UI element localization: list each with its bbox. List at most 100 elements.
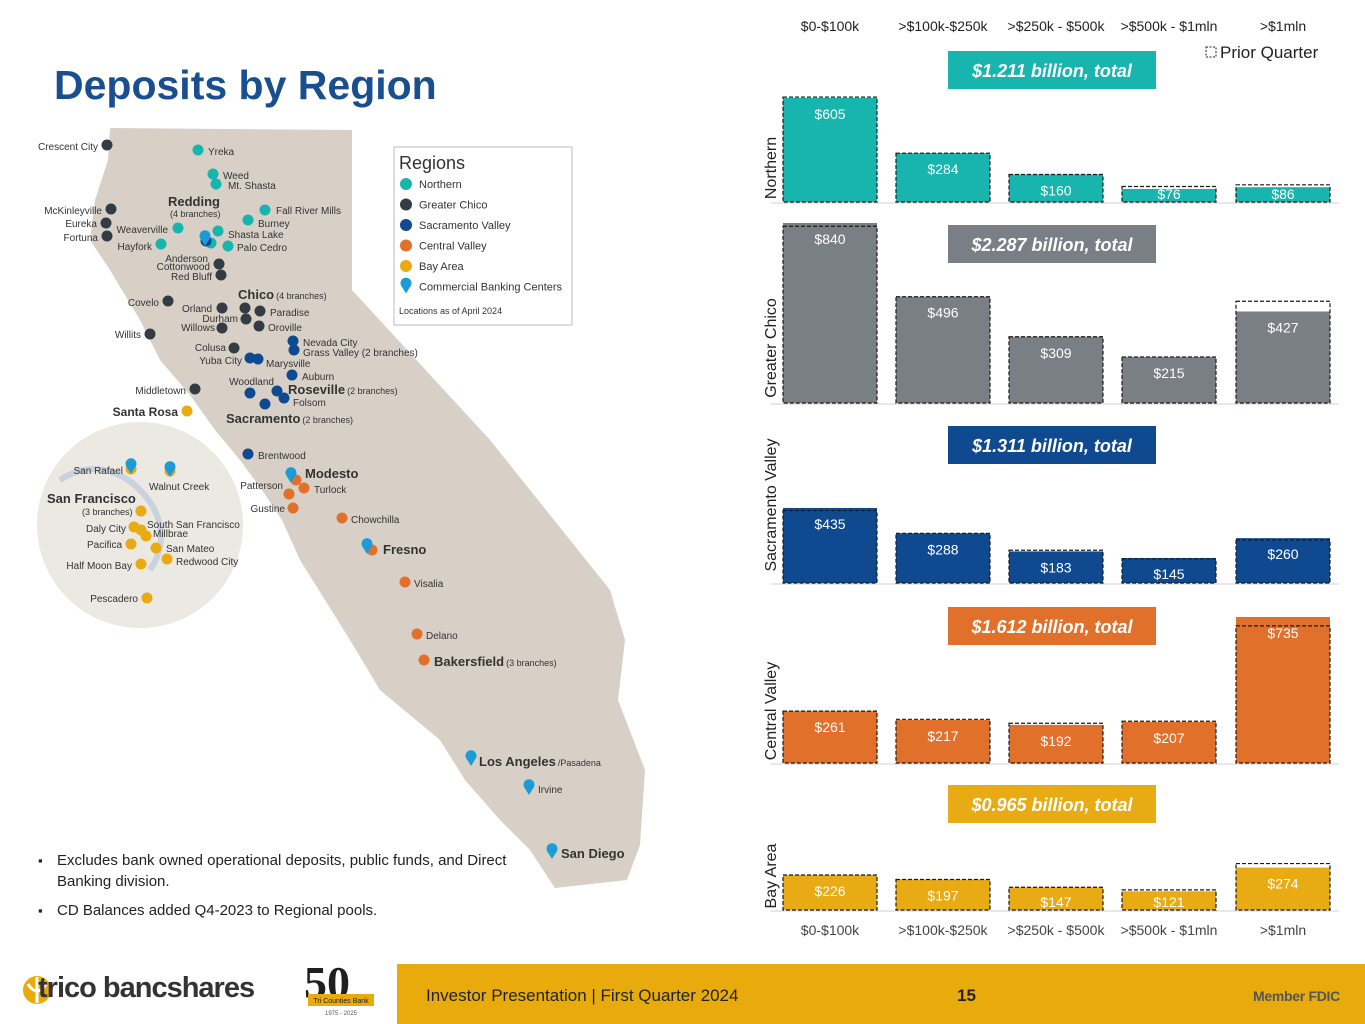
- branch-marker-icon: [155, 238, 167, 250]
- bar-value-label: $284: [927, 161, 958, 177]
- prior-quarter-bar: [1008, 886, 1104, 911]
- branch-marker-icon: [161, 553, 173, 565]
- branch-label: Turlock: [314, 485, 347, 496]
- branch-marker-icon: [100, 217, 112, 229]
- region-axis-label: Sacramento Valley: [763, 438, 780, 571]
- bar-value-label: $840: [814, 231, 845, 247]
- branch-marker-icon: [135, 558, 147, 570]
- prior-quarter-bar: [1235, 862, 1331, 911]
- branch-label: Anderson: [165, 254, 208, 265]
- bar-value-label: $217: [927, 728, 958, 744]
- prior-quarter-bar: [1235, 184, 1331, 203]
- branch-marker-icon: [144, 328, 156, 340]
- branch-marker-icon: [141, 592, 153, 604]
- bar: [783, 98, 877, 202]
- prior-quarter-bar: [782, 710, 878, 764]
- city-label: Chico (4 branches): [238, 287, 327, 302]
- bar: [783, 875, 877, 910]
- region-axis-label: Central Valley: [763, 662, 780, 760]
- branch-label: Red Bluff: [171, 272, 212, 283]
- city-label: San Francisco: [47, 491, 136, 506]
- branch-label: McKinleyville: [44, 206, 102, 217]
- branch-marker-icon: [216, 322, 228, 334]
- footer-bar: [397, 964, 1365, 1024]
- total-badge: [948, 426, 1156, 464]
- branch-marker-icon: [213, 258, 225, 270]
- bar: [1122, 721, 1216, 763]
- bar-value-label: $207: [1153, 730, 1184, 746]
- pin-icon: [361, 538, 373, 554]
- branch-marker-icon: [283, 488, 295, 500]
- bar-value-label: $160: [1040, 183, 1071, 199]
- city-label-suffix: (3 branches): [82, 507, 133, 517]
- bar: [1236, 187, 1330, 202]
- legend-dot-icon: [400, 260, 412, 272]
- total-badge: [948, 607, 1156, 645]
- pin-icon: [400, 277, 412, 294]
- bar-value-label: $496: [927, 305, 958, 321]
- prior-quarter-bar: [782, 874, 878, 911]
- branch-marker-icon: [286, 369, 298, 381]
- branch-marker-icon: [105, 203, 117, 215]
- prior-quarter-bar: [1121, 356, 1217, 404]
- total-label: $2.287 billion, total: [970, 235, 1133, 255]
- bar-value-label: $226: [814, 883, 845, 899]
- branch-marker-icon: [216, 302, 228, 314]
- branch-label: Burney: [258, 219, 290, 230]
- bar-value-label: $183: [1040, 559, 1071, 575]
- prior-quarter-bar: [1121, 720, 1217, 764]
- prior-quarter-bar: [1121, 185, 1217, 203]
- pin-icon: [125, 458, 137, 474]
- branch-label: Fortuna: [64, 233, 99, 244]
- branch-marker-icon: [253, 320, 265, 332]
- total-label: $0.965 billion, total: [970, 795, 1133, 815]
- bar: [1236, 311, 1330, 403]
- branch-marker-icon: [150, 542, 162, 554]
- branch-label: Fall River Mills: [276, 206, 341, 217]
- bar-value-label: $76: [1157, 186, 1181, 202]
- branch-marker-icon: [259, 204, 271, 216]
- bar-value-label: $274: [1267, 876, 1298, 892]
- branch-label: Mt. Shasta: [228, 181, 276, 192]
- branch-marker-icon: [222, 240, 234, 252]
- branch-label: Weed: [223, 171, 249, 182]
- x-tick-label: $0-$100k: [801, 922, 860, 938]
- bar-value-label: $147: [1040, 894, 1071, 910]
- trico-leaf-icon: [23, 976, 51, 1004]
- prior-quarter-bar: [1008, 549, 1104, 584]
- branch-marker-icon: [192, 144, 204, 156]
- branch-marker-icon: [252, 353, 264, 365]
- prior-quarter-bar: [1008, 173, 1104, 203]
- prior-quarter-bar: [1121, 558, 1217, 584]
- city-label: Los Angeles/Pasadena: [479, 754, 601, 769]
- branch-label: Weaverville: [117, 225, 169, 236]
- bar: [1122, 356, 1216, 403]
- branch-label: Irvine: [538, 785, 563, 796]
- city-label: Redding: [168, 194, 220, 209]
- bar: [896, 153, 990, 202]
- bar: [896, 719, 990, 763]
- total-badge: [948, 785, 1156, 823]
- prior-quarter-bar: [1008, 336, 1104, 404]
- total-badge: [948, 225, 1156, 263]
- pin-icon: [164, 461, 176, 477]
- branch-label: Pacifica: [87, 540, 122, 551]
- bar-value-label: $197: [927, 887, 958, 903]
- branch-label: Redwood City: [176, 557, 238, 568]
- total-label: $1.311 billion, total: [971, 436, 1133, 456]
- branch-label: Walnut Creek: [149, 482, 210, 493]
- pin-icon: [465, 750, 477, 766]
- footnote: CD Balances added Q4-2023 to Regional po…: [38, 900, 518, 921]
- pin-icon: [285, 467, 297, 483]
- branch-label: Folsom: [293, 398, 326, 409]
- branch-marker-icon: [207, 168, 219, 180]
- city-label: Fresno: [383, 542, 426, 557]
- pin-icon: [199, 230, 211, 246]
- anniversary-years: 1975 - 2025: [325, 1011, 358, 1017]
- branch-label: Middletown: [135, 386, 186, 397]
- bar: [896, 533, 990, 583]
- x-tick-label-top: >$250k - $500k: [1008, 18, 1106, 34]
- prior-quarter-legend-icon: [1205, 46, 1217, 58]
- branch-label: Yreka: [208, 147, 235, 158]
- branch-marker-icon: [242, 448, 254, 460]
